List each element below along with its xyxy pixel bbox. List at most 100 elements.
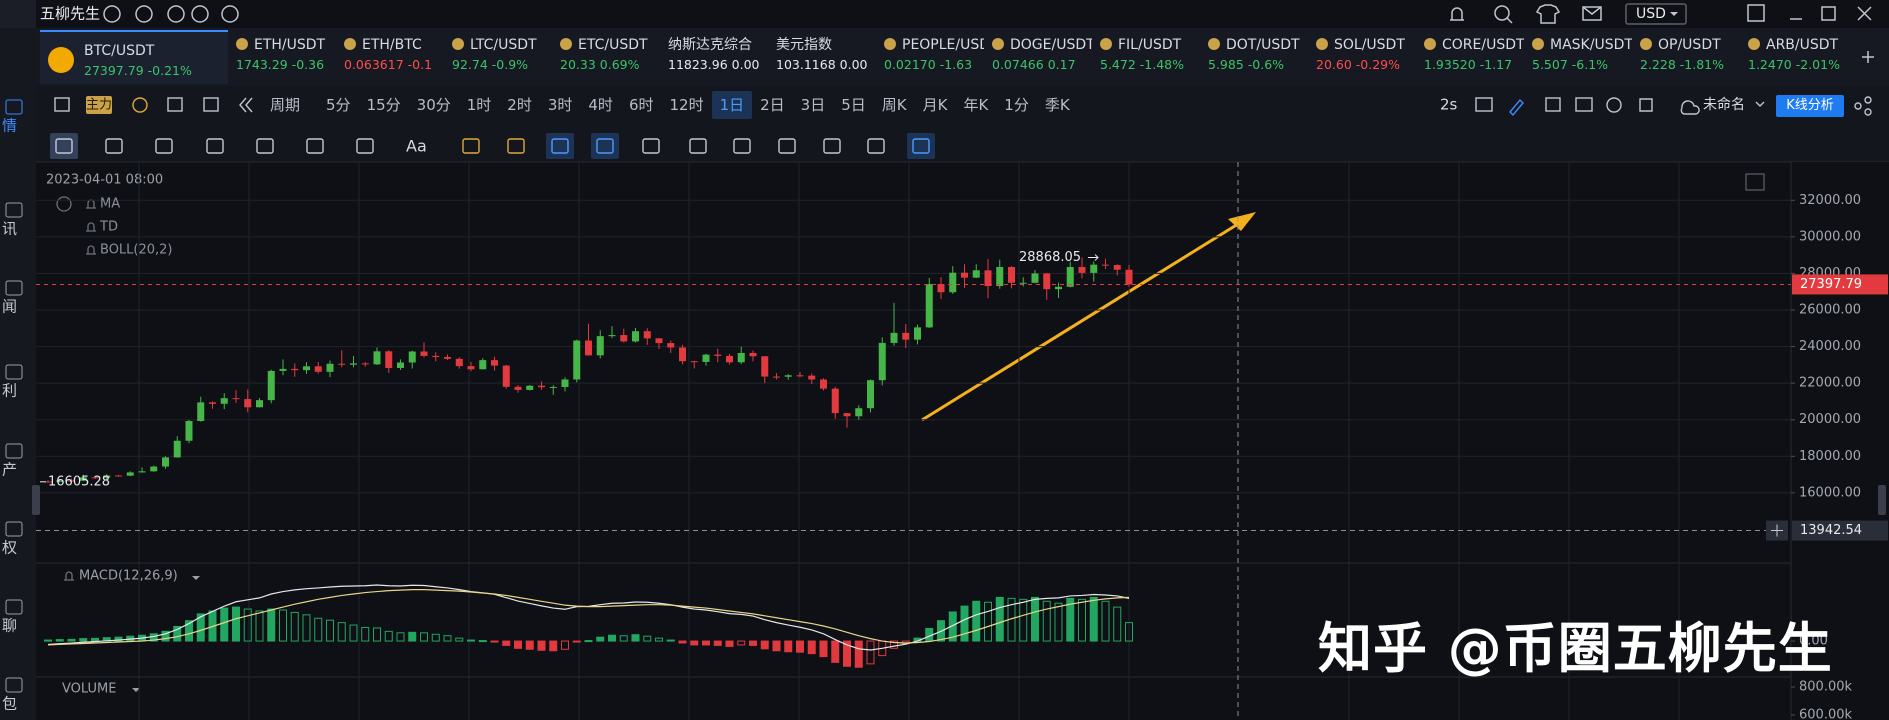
sidebar-label[interactable]: 包	[2, 695, 17, 713]
period-option[interactable]: 周K	[881, 96, 907, 114]
icon[interactable]	[1545, 97, 1561, 112]
tool-icon[interactable]	[356, 138, 374, 154]
sidebar-icon[interactable]	[5, 677, 23, 693]
period-option[interactable]: 季K	[1044, 96, 1070, 114]
period-option[interactable]: 5日	[841, 96, 866, 114]
ticker-tab[interactable]: SOL/USDT 20.60 -0.29%	[1308, 30, 1416, 84]
search-icon[interactable]	[1506, 17, 1513, 24]
currency-select[interactable]	[1625, 3, 1687, 25]
mail-icon[interactable]	[1582, 6, 1602, 15]
icon[interactable]	[1575, 97, 1593, 112]
ticker-tab[interactable]: ARB/USDT 1.2470 -2.01%	[1740, 30, 1848, 84]
icon[interactable]	[167, 5, 185, 23]
mail-icon[interactable]	[1582, 6, 1602, 21]
ticker-tab[interactable]: DOGE/USDT 0.07466 0.17	[984, 30, 1092, 84]
share-icon[interactable]	[1854, 102, 1862, 110]
period-option[interactable]: 6时	[628, 96, 654, 114]
sidebar-label[interactable]: 闻	[2, 298, 17, 316]
period-label[interactable]: 周期	[270, 96, 301, 114]
ticker-tab[interactable]: CORE/USDT 1.93520 -1.17	[1416, 30, 1524, 84]
dropdown-arrow[interactable]	[132, 688, 140, 692]
sidebar-label[interactable]: 讯	[2, 220, 17, 238]
currency[interactable]: USD	[1636, 6, 1666, 22]
add-tab[interactable]	[1862, 51, 1874, 63]
tool-icon[interactable]	[551, 138, 569, 154]
icon[interactable]	[221, 5, 239, 23]
tool-icon[interactable]	[642, 138, 660, 154]
tool-icon[interactable]	[55, 138, 73, 154]
period-option[interactable]: 3日	[800, 96, 826, 114]
icon[interactable]	[103, 5, 121, 23]
icon[interactable]	[191, 5, 209, 23]
main-force[interactable]: 主力	[86, 98, 112, 113]
tool-icon[interactable]	[912, 138, 930, 154]
crosshair-plus[interactable]	[1771, 524, 1783, 537]
dropdown-arrow[interactable]	[1755, 101, 1765, 107]
period-option[interactable]: 15分	[366, 96, 401, 114]
period-option[interactable]: 年K	[963, 96, 989, 114]
tool-icon[interactable]	[507, 138, 525, 154]
share-icon[interactable]	[1864, 96, 1872, 104]
sidebar-label[interactable]: 权	[2, 539, 17, 557]
main-force-bg[interactable]	[86, 96, 112, 114]
sidebar-icon[interactable]	[5, 443, 23, 459]
search-icon[interactable]	[1494, 5, 1510, 21]
dropdown-arrow[interactable]	[192, 576, 200, 580]
ticker-tab[interactable]: PEOPLE/USDT 0.02170 -1.63	[876, 30, 984, 84]
sidebar-icon[interactable]	[5, 364, 23, 380]
ticker-tab[interactable]: 美元指数 103.1168 0.00	[768, 30, 876, 84]
icon[interactable]	[1475, 97, 1493, 112]
period-option[interactable]: 1分	[1004, 96, 1029, 114]
tool-icon[interactable]	[867, 138, 885, 154]
sidebar-label[interactable]: 聊	[2, 617, 17, 635]
ticker-tab[interactable]: OP/USDT 2.228 -1.81%	[1632, 30, 1740, 84]
tool-icon[interactable]	[823, 138, 841, 154]
ticker-tab[interactable]: DOT/USDT 5.985 -0.6%	[1200, 30, 1308, 84]
tool-icon[interactable]	[105, 138, 123, 154]
period-option[interactable]: 1日	[711, 91, 753, 119]
pane-handle[interactable]	[1878, 485, 1886, 515]
sidebar-icon[interactable]	[5, 202, 23, 218]
tool-icon[interactable]	[462, 138, 480, 154]
ticker-tab[interactable]: MASK/USDT 5.507 -6.1%	[1524, 30, 1632, 84]
ticker-tab[interactable]: ETC/USDT 20.33 0.69%	[552, 30, 660, 84]
maximize[interactable]	[1821, 6, 1836, 21]
window-icon[interactable]	[1747, 4, 1765, 22]
ticker-tab[interactable]: FIL/USDT 5.472 -1.48%	[1092, 30, 1200, 84]
icon[interactable]	[1509, 98, 1524, 117]
kline-analysis-button[interactable]: K线分析	[1776, 95, 1844, 117]
tool-icon[interactable]	[306, 138, 324, 154]
icon[interactable]	[132, 97, 148, 113]
close[interactable]	[1857, 6, 1872, 21]
icon[interactable]	[54, 97, 70, 112]
period-option[interactable]: 1时	[466, 96, 492, 114]
ticker-tab[interactable]: LTC/USDT 92.74 -0.9%	[444, 30, 552, 84]
sidebar-label[interactable]: 情	[2, 117, 17, 135]
pane-handle[interactable]	[32, 485, 40, 515]
period-option[interactable]: 12时	[669, 96, 704, 114]
share-icon[interactable]	[1864, 108, 1872, 116]
sidebar-icon[interactable]	[5, 280, 23, 296]
period-option[interactable]: 4时	[588, 96, 613, 114]
shirt-icon[interactable]	[1535, 4, 1561, 24]
sidebar-icon[interactable]	[5, 521, 23, 537]
period-option[interactable]: 30分	[416, 96, 451, 114]
tool-icon[interactable]	[689, 138, 707, 154]
icon[interactable]	[239, 97, 253, 113]
icon[interactable]	[1606, 97, 1622, 113]
tool-icon[interactable]	[596, 138, 614, 154]
icon[interactable]	[1639, 98, 1653, 112]
ticker-tab[interactable]: ETH/USDT 1743.29 -0.36	[228, 30, 336, 84]
icon[interactable]	[135, 5, 153, 23]
period-option[interactable]: 2日	[760, 96, 785, 114]
period-option[interactable]: 5分	[326, 96, 351, 114]
sidebar-icon[interactable]	[5, 99, 23, 115]
ticker-tab[interactable]: BTC/USDT 27397.79 -0.21%	[40, 30, 228, 84]
sidebar-icon[interactable]	[5, 599, 23, 615]
sidebar-label[interactable]: 利	[2, 382, 17, 400]
bell-icon[interactable]	[1450, 7, 1464, 21]
cloud-icon[interactable]	[1680, 100, 1700, 115]
tool-icon[interactable]	[206, 138, 224, 154]
sidebar-label[interactable]: 产	[2, 461, 17, 479]
expand-icon[interactable]	[1745, 173, 1765, 191]
